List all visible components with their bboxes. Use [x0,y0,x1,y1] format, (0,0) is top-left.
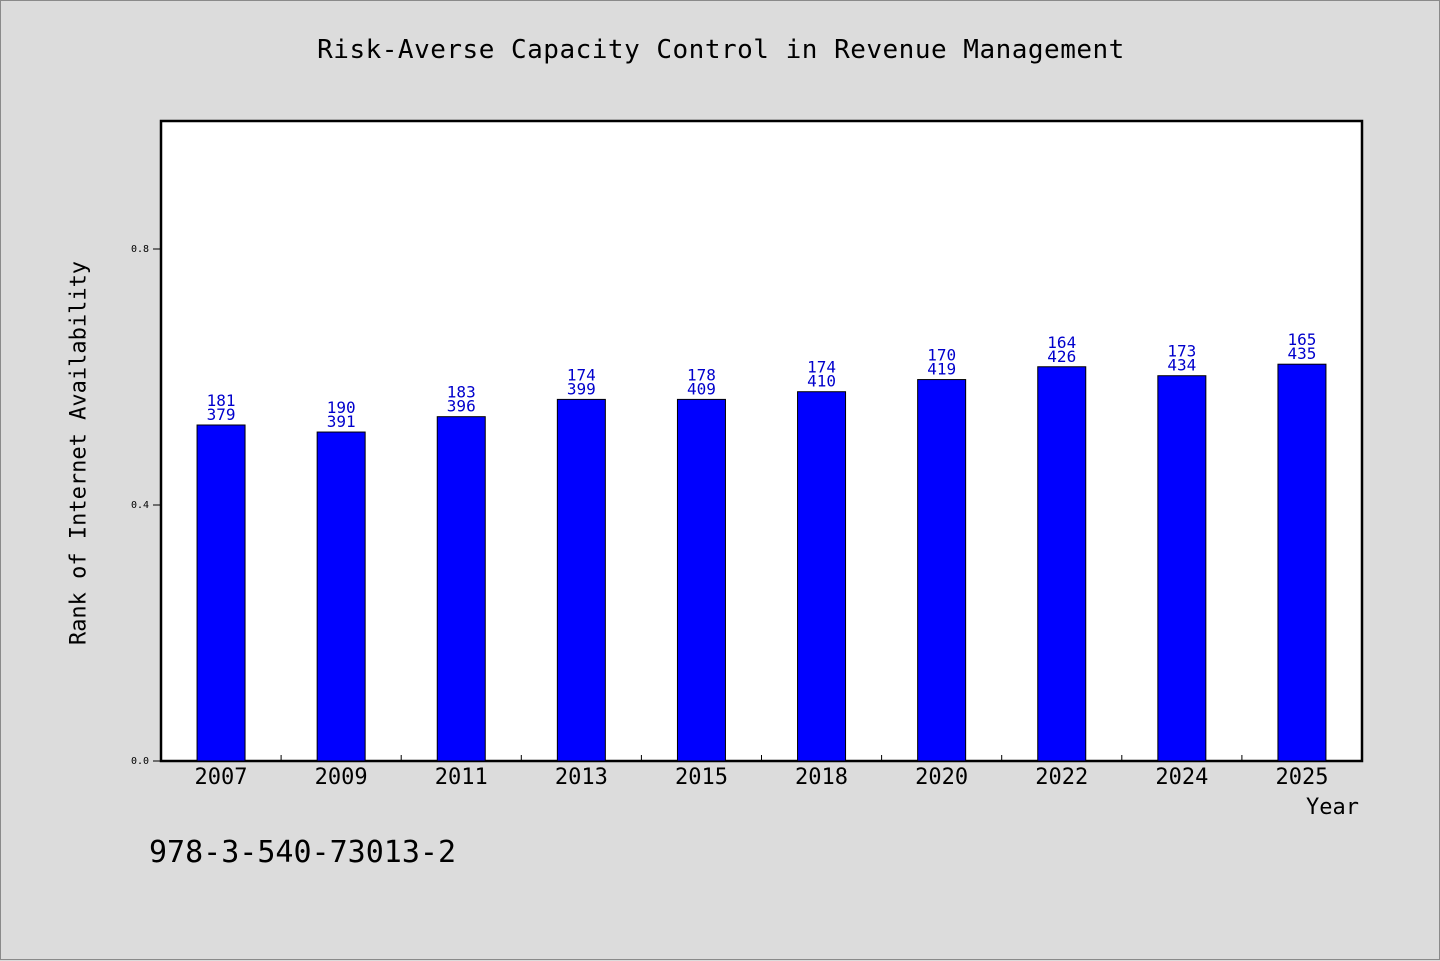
bar-label-top: 178 [687,365,716,384]
bar [196,424,246,762]
bar-label-top: 174 [807,358,836,377]
x-tick-label: 2011 [435,765,488,790]
bar-label-top: 164 [1047,333,1076,352]
bar-label-top: 173 [1167,342,1196,361]
x-tick-label: 2022 [1035,765,1088,790]
bar-label-bottom: 426 [1047,347,1076,366]
bar-label-bottom: 419 [927,360,956,379]
y-tick-label: 0.8 [131,244,149,255]
bar-label-bottom: 409 [687,379,716,398]
bar [917,379,967,762]
x-axis-label: Year [1306,795,1359,820]
bar-label-bottom: 379 [207,405,236,424]
bar [556,398,606,762]
bar [436,416,486,762]
bar-label-top: 165 [1287,330,1316,349]
x-tick-label: 2007 [195,765,248,790]
bar [316,431,366,762]
bar-label-top: 183 [447,383,476,402]
bar-label-bottom: 396 [447,397,476,416]
bar-label-top: 181 [207,391,236,410]
bar [1157,375,1207,762]
bar-label-bottom: 434 [1167,356,1196,375]
y-axis-label: Rank of Internet Availability [66,260,92,646]
bar-label-bottom: 410 [807,372,836,391]
bar [797,391,847,762]
bar [676,398,726,762]
x-tick-label: 2020 [915,765,968,790]
y-tick-label: 0.0 [131,756,149,767]
x-tick-label: 2015 [675,765,728,790]
bar-label-bottom: 435 [1287,344,1316,363]
x-tick-label: 2013 [555,765,608,790]
chart-title: Risk-Averse Capacity Control in Revenue … [317,35,1125,65]
bar-label-top: 170 [927,346,956,365]
x-tick-label: 2025 [1275,765,1328,790]
bar [1037,366,1087,762]
bar-label-bottom: 391 [327,412,356,431]
bar-label-top: 190 [327,398,356,417]
bar-label-bottom: 399 [567,379,596,398]
bar [1277,363,1327,762]
x-tick-label: 2018 [795,765,848,790]
isbn-label: 978-3-540-73013-2 [149,835,457,870]
y-tick-label: 0.4 [131,500,149,511]
x-tick-label: 2024 [1155,765,1208,790]
bar-label-top: 174 [567,365,596,384]
x-tick-label: 2009 [315,765,368,790]
